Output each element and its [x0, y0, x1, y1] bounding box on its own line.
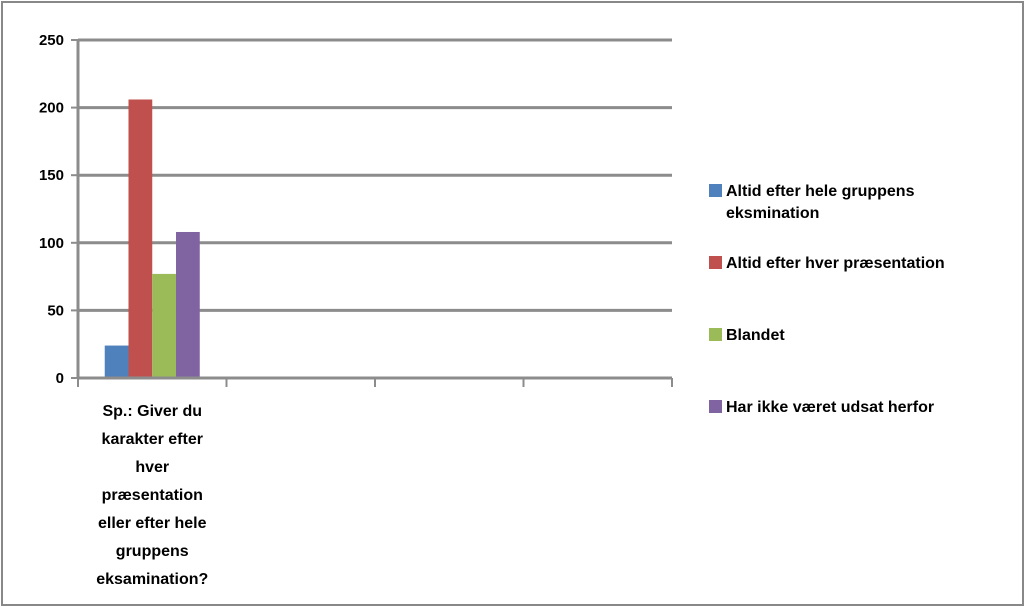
legend: Altid efter hele gruppens eksmination Alti…: [709, 183, 945, 416]
legend-swatch: [709, 400, 722, 413]
bar: [152, 273, 177, 378]
x-category-label-line: eller efter hele: [98, 515, 207, 532]
legend-label: Altid efter hver præsentation: [726, 255, 945, 272]
bar: [104, 345, 129, 378]
bar: [176, 231, 200, 378]
x-category-label-line: Sp.: Giver du: [102, 403, 202, 420]
legend-swatch: [709, 256, 722, 269]
y-tick-label: 50: [47, 302, 64, 319]
y-tick-label: 100: [39, 235, 64, 252]
y-tick-label: 200: [39, 100, 64, 117]
legend-swatch: [709, 184, 722, 197]
x-category-label-line: gruppens: [116, 543, 189, 560]
bars: [104, 99, 200, 378]
legend-swatch: [709, 328, 722, 341]
x-category-label-line: eksamination?: [96, 571, 208, 588]
y-tick-label: 0: [56, 370, 64, 387]
axes: [71, 39, 673, 387]
bar: [128, 99, 153, 378]
x-axis-category-label: Sp.: Giver du karakter efter hver præsentat…: [96, 403, 208, 588]
y-axis-tick-labels: 0 50 100 150 200 250: [39, 32, 64, 387]
y-tick-label: 250: [39, 32, 64, 49]
legend-label: Altid efter hele gruppens: [726, 183, 915, 200]
x-category-label-line: karakter efter: [102, 431, 203, 448]
x-category-label-line: hver: [135, 459, 169, 476]
x-category-label-line: præsentation: [102, 487, 203, 504]
legend-label: eksmination: [726, 205, 819, 222]
legend-label: Har ikke været udsat herfor: [726, 399, 934, 416]
y-tick-label: 150: [39, 167, 64, 184]
legend-label: Blandet: [726, 327, 785, 344]
